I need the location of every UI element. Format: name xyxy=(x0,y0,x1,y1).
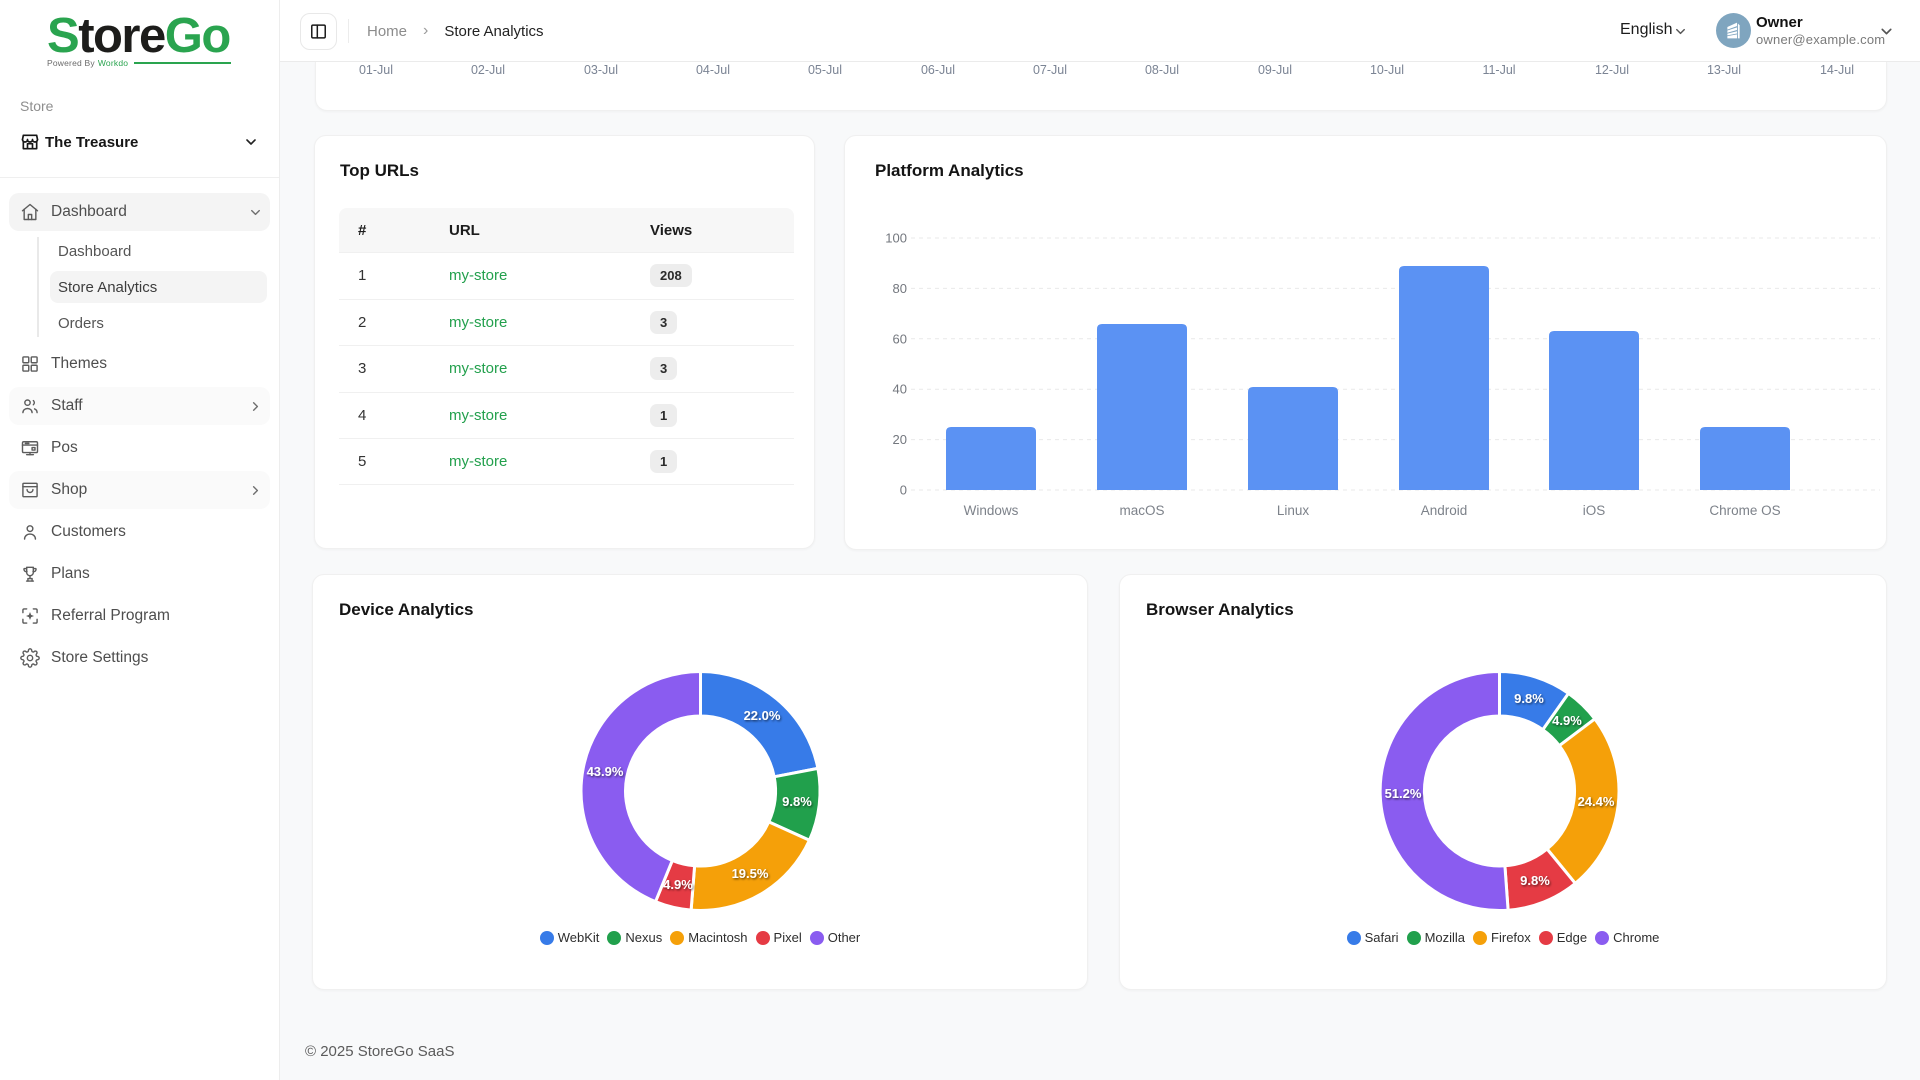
svg-text:40: 40 xyxy=(893,382,907,397)
svg-text:4.9%: 4.9% xyxy=(1552,713,1582,728)
svg-text:iOS: iOS xyxy=(1583,503,1606,518)
svg-text:100: 100 xyxy=(885,231,907,246)
svg-text:80: 80 xyxy=(893,281,907,296)
svg-text:Chrome OS: Chrome OS xyxy=(1709,503,1780,518)
svg-text:19.5%: 19.5% xyxy=(732,866,769,881)
svg-text:0: 0 xyxy=(900,483,907,498)
svg-text:24.4%: 24.4% xyxy=(1578,794,1615,809)
svg-text:9.8%: 9.8% xyxy=(1520,873,1550,888)
svg-text:60: 60 xyxy=(893,331,907,346)
svg-text:9.8%: 9.8% xyxy=(782,794,812,809)
svg-text:20: 20 xyxy=(893,432,907,447)
svg-text:macOS: macOS xyxy=(1119,503,1164,518)
svg-text:Linux: Linux xyxy=(1277,503,1310,518)
svg-text:43.9%: 43.9% xyxy=(587,764,624,779)
svg-text:51.2%: 51.2% xyxy=(1385,786,1422,801)
svg-text:Windows: Windows xyxy=(964,503,1019,518)
svg-text:9.8%: 9.8% xyxy=(1514,691,1544,706)
svg-text:4.9%: 4.9% xyxy=(663,877,693,892)
svg-text:Android: Android xyxy=(1421,503,1468,518)
svg-text:22.0%: 22.0% xyxy=(744,708,781,723)
